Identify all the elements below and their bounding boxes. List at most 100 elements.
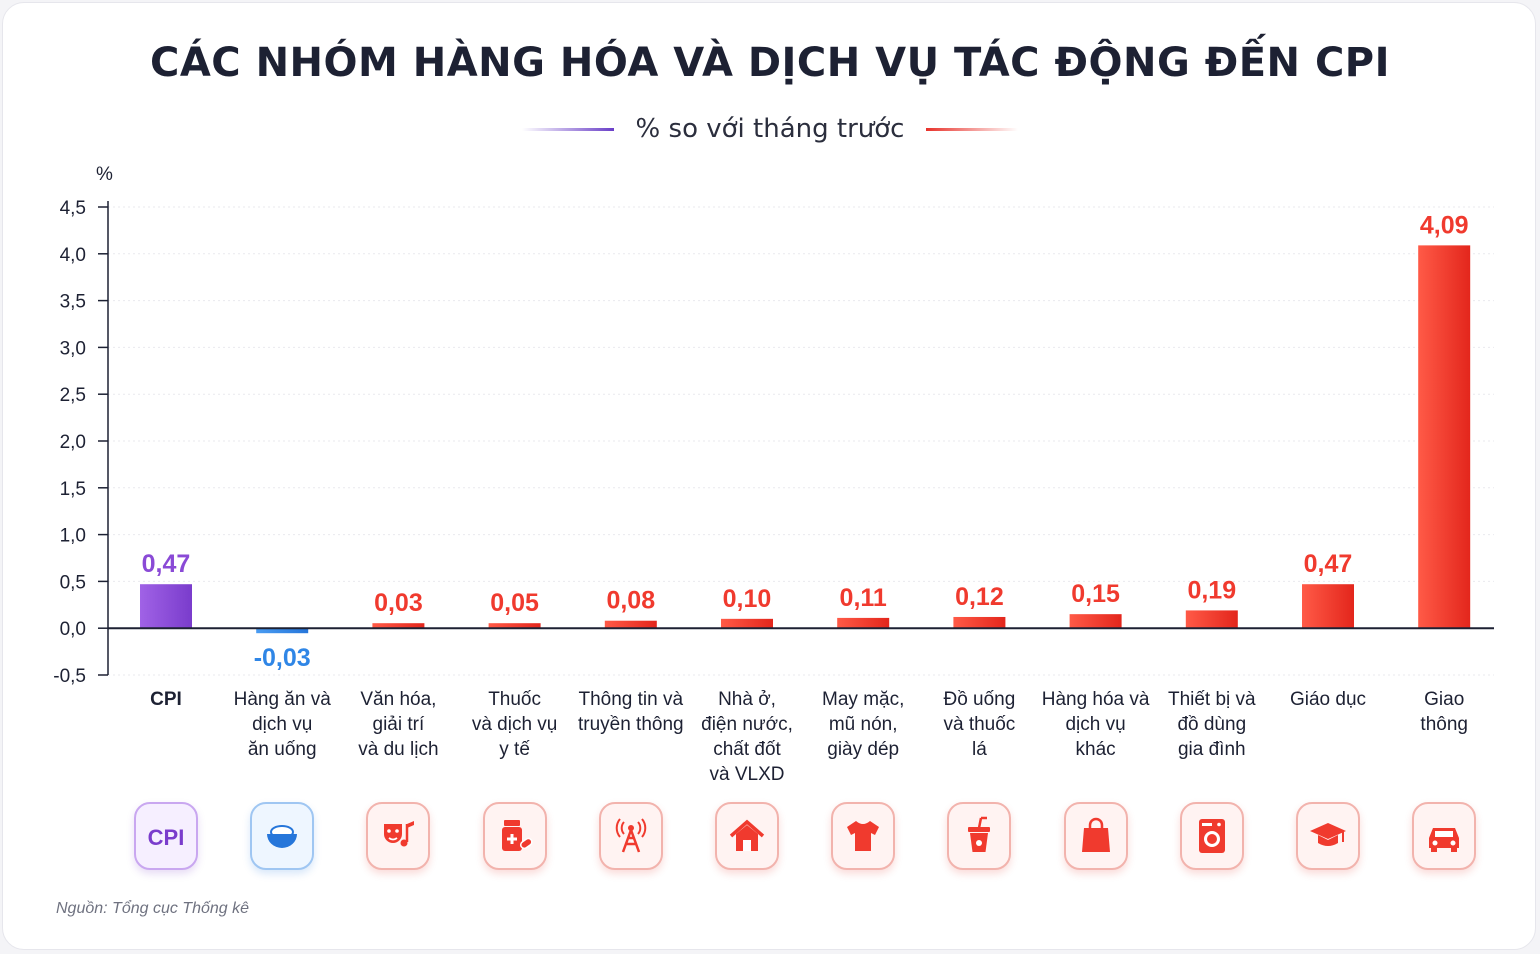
theater-music-icon-tile	[366, 802, 431, 870]
category-label: và du lịch	[358, 739, 438, 760]
y-tick-label: 3,5	[60, 292, 86, 313]
bar-value-label: -0,03	[254, 644, 311, 672]
y-tick-label: 1,5	[60, 479, 86, 500]
y-tick-label: 2,5	[60, 385, 86, 406]
category-label: và thuốc	[943, 714, 1015, 735]
y-axis-unit-label: %	[96, 164, 113, 185]
category-label: dịch vụ	[1065, 714, 1125, 735]
bar	[604, 620, 657, 629]
bar	[953, 616, 1006, 629]
bar	[1302, 584, 1354, 629]
broadcast-tower-icon-tile	[598, 802, 663, 870]
house-icon-tile	[715, 802, 779, 870]
tshirt-icon-tile	[831, 802, 896, 870]
y-tick-label: 3,0	[60, 338, 86, 359]
category-label: Thiết bị và	[1168, 689, 1256, 710]
category-label: khác	[1076, 739, 1116, 760]
washing-machine-icon-tile	[1179, 802, 1244, 870]
subtitle-row: % so với tháng trước	[0, 112, 1540, 146]
category-label: truyền thông	[578, 714, 684, 735]
bar-value-label: 0,47	[142, 550, 191, 578]
bar-value-label: 4,09	[1420, 211, 1469, 239]
subtitle-line-left	[521, 127, 614, 131]
graduation-cap-icon	[1310, 823, 1346, 846]
drink-cup-icon-tile	[947, 802, 1012, 870]
category-label: Giáo dục	[1290, 689, 1366, 710]
source-note: Nguồn: Tổng cục Thống kê	[56, 900, 250, 917]
y-tick-label: 4,5	[60, 198, 86, 219]
category-label: Thuốc	[488, 689, 541, 710]
category-label: Nhà ở,	[718, 689, 776, 710]
house-icon	[729, 819, 765, 851]
bar	[372, 623, 425, 629]
bar	[837, 617, 890, 629]
cpi-icon-tile: CPI	[134, 802, 198, 870]
y-tick-label: 0,0	[60, 619, 86, 640]
category-label: chất đốt	[713, 739, 781, 760]
medicine-icon-tile	[482, 802, 547, 870]
bar-value-label: 0,15	[1071, 580, 1120, 608]
category-label: và VLXD	[710, 764, 785, 785]
bar	[140, 584, 192, 629]
bar-value-label: 0,08	[606, 587, 655, 615]
subtitle-line-right	[926, 127, 1019, 131]
bar-value-label: 0,05	[490, 589, 539, 617]
bar	[1185, 610, 1238, 629]
bar-value-label: 0,47	[1304, 550, 1353, 578]
bar-value-label: 0,11	[840, 584, 887, 612]
car-icon	[1429, 828, 1460, 852]
category-label: y tế	[499, 739, 530, 760]
bar-value-label: 0,10	[723, 585, 772, 613]
category-label: Văn hóa,	[360, 689, 436, 710]
shopping-bag-icon	[1081, 817, 1110, 852]
category-label: CPI	[150, 689, 182, 710]
chart-title: CÁC NHÓM HÀNG HÓA VÀ DỊCH VỤ TÁC ĐỘNG ĐẾ…	[149, 40, 1391, 86]
category-label: Hàng hóa và	[1042, 689, 1150, 710]
bar-value-label: 0,03	[374, 589, 423, 617]
bar-value-label: 0,19	[1187, 576, 1236, 604]
tshirt-icon	[847, 821, 880, 851]
y-tick-label: 2,0	[60, 432, 86, 453]
y-tick-label: 4,0	[60, 245, 86, 266]
category-label: Giao	[1424, 689, 1464, 710]
y-tick-label: 0,5	[60, 572, 86, 593]
rice-bowl-icon-tile	[250, 802, 315, 870]
medicine-icon	[501, 820, 533, 851]
graduation-cap-icon-tile	[1296, 802, 1360, 870]
theater-music-icon	[384, 821, 415, 848]
car-icon-tile	[1412, 802, 1477, 870]
rice-bowl-icon	[267, 825, 298, 848]
bar	[721, 618, 773, 629]
category-label: dịch vụ	[252, 714, 312, 735]
bar	[488, 623, 541, 629]
chart-subtitle: % so với tháng trước	[635, 114, 905, 144]
category-label: gia đình	[1178, 739, 1246, 760]
category-label: Đồ uống	[943, 689, 1015, 710]
category-label: thông	[1420, 714, 1468, 735]
category-label: giày dép	[827, 739, 899, 760]
category-label: Thông tin và	[579, 689, 684, 710]
category-label: điện nước,	[701, 714, 793, 735]
category-label: và dịch vụ	[472, 714, 558, 735]
bar	[1069, 614, 1122, 629]
y-tick-label: -0,5	[53, 666, 86, 687]
broadcast-tower-icon	[615, 818, 647, 853]
category-label: Hàng ăn và	[234, 689, 332, 710]
washing-machine-icon	[1198, 819, 1225, 853]
bar	[1418, 245, 1471, 629]
category-label: đồ dùng	[1177, 714, 1246, 735]
drink-cup-icon	[968, 816, 991, 852]
category-label: ăn uống	[248, 739, 317, 760]
bar-value-label: 0,12	[955, 583, 1004, 611]
category-label: mũ nón,	[829, 714, 898, 735]
bar	[256, 628, 309, 634]
category-label: lá	[972, 739, 987, 760]
category-label: giải trí	[373, 714, 425, 735]
shopping-bag-icon-tile	[1063, 802, 1128, 870]
y-tick-label: 1,0	[60, 526, 86, 547]
cpi-icon: CPI	[148, 825, 185, 850]
category-label: May mặc,	[822, 689, 904, 710]
svg-text:CPI: CPI	[148, 825, 185, 850]
